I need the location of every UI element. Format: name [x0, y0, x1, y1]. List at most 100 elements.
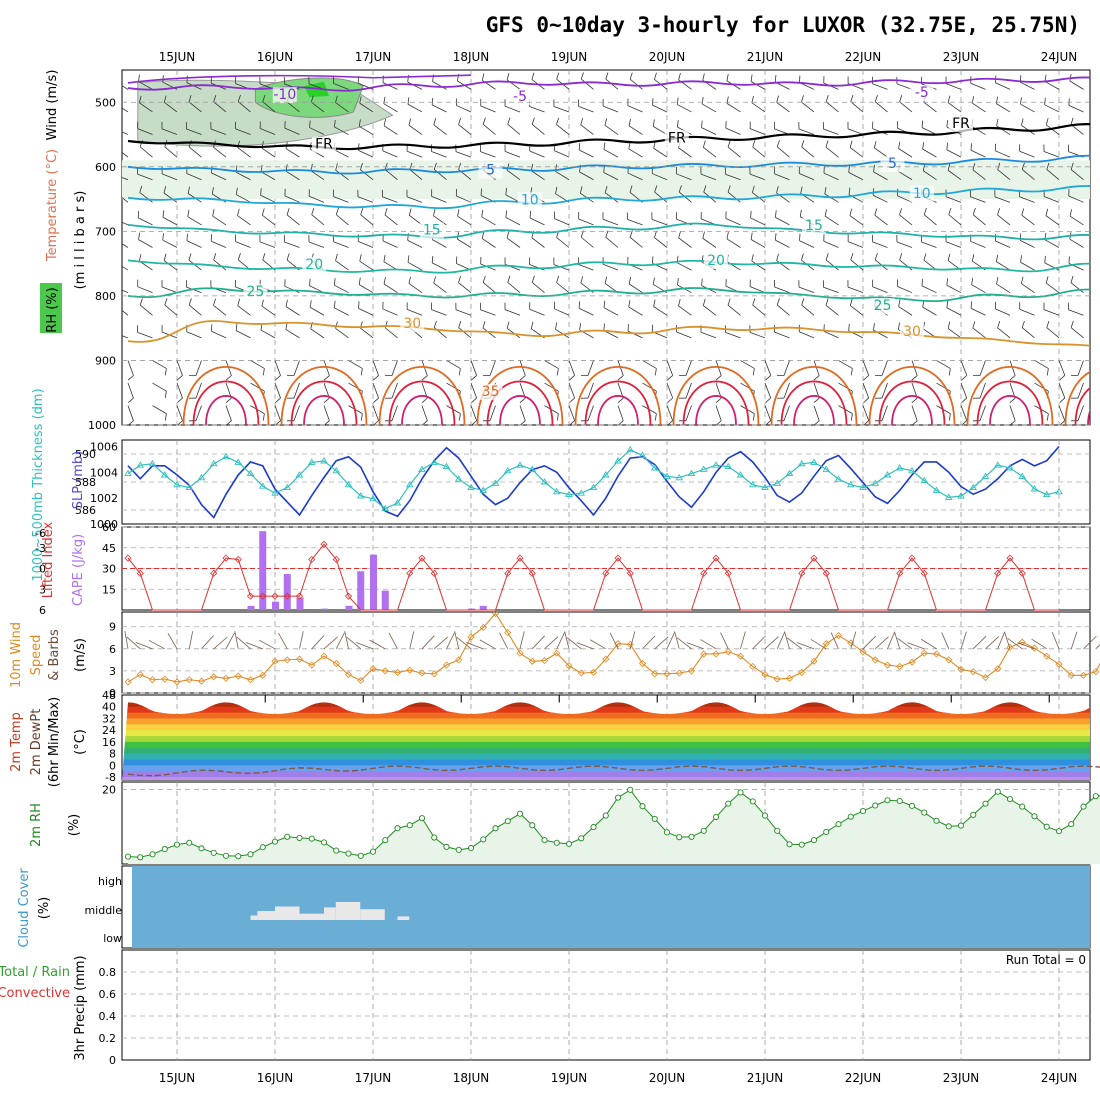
temp-label-line3: (6hr Min/Max) [47, 697, 62, 787]
thickness-point [577, 489, 586, 496]
wind-barb-flag [310, 95, 314, 103]
rh-point [259, 844, 266, 851]
wind-barb [628, 306, 643, 316]
wind-barb-flag [176, 397, 183, 403]
wind-barb-flag [617, 420, 624, 425]
isotherm-label-bg [272, 87, 297, 104]
isotherm-label: 30 [903, 324, 921, 340]
wind-barb [578, 307, 594, 316]
wind-barb [923, 101, 937, 113]
wind-barb [801, 146, 815, 158]
wind-barb-flag [1021, 162, 1025, 170]
wind-barb [122, 131, 129, 135]
wind-speed-point [651, 670, 659, 678]
wind-barb-flag [286, 253, 290, 261]
lifted-index-point [295, 592, 304, 600]
wind-barb-flag [164, 390, 167, 399]
boundary-layer-isotherm [780, 380, 848, 425]
wind-barbs [122, 72, 1084, 425]
thickness-point [589, 483, 598, 491]
wind-barb-flag [187, 186, 190, 194]
wind-barb-flag [617, 397, 624, 404]
wind-barb-flag [569, 397, 575, 403]
wind-speed-point [124, 678, 132, 686]
wind-barb [749, 331, 766, 339]
wind-barb [881, 360, 888, 376]
temp-tick: 40 [102, 701, 116, 714]
wind-barb [874, 101, 888, 113]
wind-barb [259, 241, 276, 248]
cloud-level-label: high [98, 875, 122, 888]
wind-barb-flag [765, 420, 771, 425]
wind-barb-flag [946, 278, 948, 286]
rh-point [161, 846, 168, 853]
wind-barb-flag [922, 163, 926, 171]
wind-barb [568, 382, 576, 399]
surface-wind-barb [499, 632, 509, 650]
wind-label-line1: 10m Wind [9, 622, 24, 688]
wind-speed-point [602, 655, 610, 663]
thickness-point [222, 452, 230, 460]
wind-barb-flag [863, 397, 870, 403]
wind-barb-flag [506, 73, 510, 80]
wind-barb [823, 128, 839, 135]
wind-barb-flag [569, 420, 575, 425]
lifted-index-tick: 3 [39, 583, 46, 596]
rh-point [1055, 828, 1063, 835]
wind-barb [970, 149, 986, 158]
wind-barb-flag [849, 208, 853, 216]
wind-barb [284, 285, 300, 294]
surface-wind-barb [456, 637, 472, 650]
thickness-point [124, 469, 132, 477]
wind-barb [384, 327, 398, 339]
thickness-point [699, 465, 708, 472]
wind-barb [137, 331, 153, 339]
wind-barb [945, 196, 962, 203]
wind-barb-flag [212, 209, 215, 217]
wind-barb [286, 101, 300, 113]
surface-wind-barb [590, 639, 606, 650]
isotherm-label-bg [664, 130, 689, 147]
rh-point [835, 821, 842, 828]
wind-barb-flag [309, 120, 311, 128]
wind-speed-point [479, 623, 487, 632]
wind-barb-flag [163, 95, 167, 103]
surface-wind-barb [479, 639, 496, 650]
wind-barb [727, 304, 741, 316]
wind-barb [1019, 196, 1035, 203]
thickness-point [871, 479, 880, 486]
temp-label-line2: 2m DewPt [29, 709, 44, 776]
wind-barb [237, 215, 251, 226]
wind-barb [946, 284, 962, 294]
wind-barb-flag [310, 163, 313, 171]
wind-barb-flag [176, 420, 183, 425]
wind-barb-flag [408, 208, 412, 216]
temperature-band [122, 765, 1090, 772]
wind-speed-point [1079, 671, 1088, 679]
wind-barb [334, 284, 349, 294]
wind-barb [1058, 382, 1066, 399]
surface-wind-barb [576, 642, 594, 650]
boundary-layer-isotherm [280, 366, 368, 425]
wind-barb [1034, 382, 1049, 392]
wind-barb-flag [555, 322, 558, 330]
tmax-marker: T [947, 692, 955, 705]
relative-humidity-shading [122, 77, 1090, 200]
thickness-point [601, 471, 610, 478]
surface-wind-barb [124, 631, 129, 649]
wind-barb [506, 169, 521, 181]
wind-speed-point [406, 666, 414, 674]
surface-wind-barb [897, 637, 913, 650]
thickness-point [344, 480, 353, 488]
cape-bar [283, 574, 291, 610]
wind-barb [382, 308, 398, 316]
wind-barb-flag [373, 375, 379, 381]
isotherm-15 [127, 222, 1090, 241]
wind-barb [323, 405, 330, 421]
wind-barb [1068, 105, 1084, 113]
rh-point [492, 825, 499, 832]
wind-barb-flag [628, 276, 632, 284]
isotherm-label-bg [302, 256, 327, 273]
wind-barb-flag [873, 164, 875, 172]
wind-barb-flag [211, 187, 214, 195]
